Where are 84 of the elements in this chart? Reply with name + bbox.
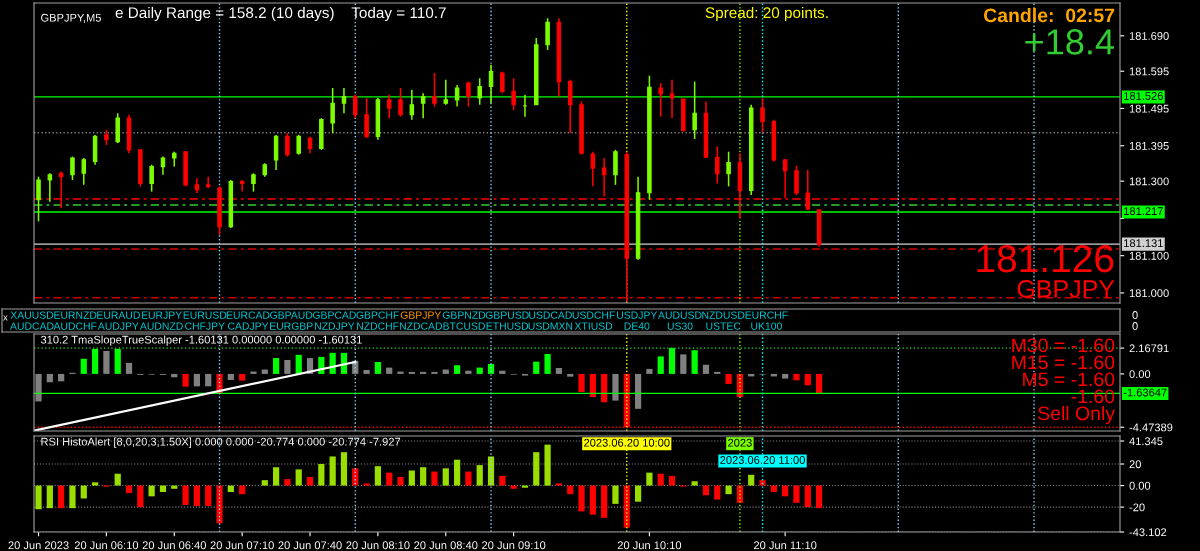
category-label: USDCAD bbox=[529, 311, 572, 319]
y-tick-label: -4.47389 bbox=[1129, 423, 1173, 432]
x-tick-label: 20 Jun 11:10 bbox=[754, 541, 817, 550]
category-label: NZDCHF bbox=[357, 322, 399, 330]
category-label: USTEC bbox=[706, 322, 741, 330]
category-label: GBPAUD bbox=[270, 311, 313, 319]
y-tick-label: 2.16791 bbox=[1129, 344, 1169, 353]
y-tick-label: 181.100 bbox=[1129, 251, 1169, 260]
chart-title: RSI HistoAlert [8,0,20,3,1.50X] 0.000 0.000 -20.774 0.000 -20.774 -7.927 bbox=[41, 437, 401, 448]
category-label: GBPJPY bbox=[400, 311, 442, 319]
category-label: AUDUSD bbox=[658, 311, 702, 319]
annotation: Spread: 20 points. bbox=[705, 6, 828, 22]
category-label: USDJPY bbox=[617, 311, 658, 319]
y-tick-label: 181.595 bbox=[1129, 67, 1169, 76]
annotation: +18.4 bbox=[1025, 29, 1114, 55]
category-label: EURGBP bbox=[270, 322, 313, 330]
category-label: UK100 bbox=[751, 322, 782, 330]
category-label: CHFJPY bbox=[185, 322, 225, 330]
category-label: GBPUSD bbox=[485, 311, 529, 319]
ref-line-label: 181.131 bbox=[1124, 239, 1163, 248]
category-label: NZDCAD bbox=[399, 322, 442, 330]
y-tick-label: 181.495 bbox=[1129, 104, 1169, 113]
x-tick-label: 20 Jun 07:40 bbox=[278, 541, 342, 550]
category-label: EURUSD bbox=[183, 311, 227, 319]
ref-line-label: 181.217 bbox=[1124, 207, 1163, 216]
category-label: AUDCHF bbox=[53, 322, 97, 330]
annotation: M5 = -1.60 bbox=[1023, 372, 1115, 387]
category-label: USDCHF bbox=[572, 311, 615, 319]
category-label: US30 bbox=[667, 322, 693, 330]
category-label: USDMXN bbox=[528, 322, 573, 330]
category-label: XAUUSD bbox=[10, 311, 54, 319]
category-label: EURJPY bbox=[141, 311, 182, 319]
category-label: EURNZD bbox=[54, 311, 97, 319]
x-tick-label: 20 Jun 08:40 bbox=[414, 541, 478, 550]
ref-line-label: 181.526 bbox=[1124, 92, 1163, 100]
y-tick-label: -20 bbox=[1129, 503, 1145, 512]
annotation: e Daily Range = 158.2 (10 days) Today = 110.7 bbox=[115, 6, 446, 22]
category-label: EURCAD bbox=[226, 311, 270, 319]
text: 0 bbox=[1132, 322, 1138, 330]
x-tick-label: 20 Jun 06:40 bbox=[142, 541, 206, 550]
category-label: GBPNZD bbox=[442, 311, 486, 319]
annotation: M15 = -1.60 bbox=[1012, 355, 1115, 370]
category-label: DE40 bbox=[624, 322, 650, 330]
category-label: XTIUSD bbox=[574, 322, 613, 330]
annotation: Sell Only bbox=[1038, 405, 1115, 425]
category-label: AUDCAD bbox=[10, 322, 54, 330]
ref-line-label: 2023 bbox=[728, 438, 752, 447]
ref-line-label: 2023.06.20 11:00 bbox=[720, 456, 805, 464]
category-label: EURCHF bbox=[745, 311, 788, 319]
text: 0 bbox=[1132, 311, 1138, 319]
x-tick-label: 20 Jun 07:10 bbox=[210, 541, 274, 550]
category-label: BTCUSD bbox=[443, 322, 485, 330]
x-tick-label: 20 Jun 2023 bbox=[8, 541, 69, 550]
category-label: NZDUSD bbox=[702, 311, 745, 319]
ref-line-label: -1.63647 bbox=[1123, 388, 1167, 397]
category-label: AUDNZD bbox=[139, 322, 183, 330]
y-tick-label: 181.395 bbox=[1129, 142, 1169, 150]
annotation: 181.126 bbox=[977, 244, 1114, 273]
text: GBPJPY,M5 bbox=[41, 13, 101, 23]
x-tick-label: 20 Jun 09:10 bbox=[482, 541, 546, 550]
text: x bbox=[3, 315, 8, 321]
x-tick-label: 20 Jun 08:10 bbox=[346, 541, 410, 550]
y-tick-label: 181.690 bbox=[1129, 32, 1169, 40]
annotation: Candle: 02:57 bbox=[983, 7, 1115, 23]
category-label: NZDJPY bbox=[315, 322, 355, 330]
category-label: CADJPY bbox=[227, 322, 269, 330]
y-tick-label: 0.00 bbox=[1129, 370, 1151, 379]
y-tick-label: 181.000 bbox=[1129, 289, 1169, 298]
category-label: ETHUSD bbox=[486, 322, 529, 330]
category-label: EURAUD bbox=[97, 311, 140, 319]
annotation: M30 = -1.60 bbox=[1012, 338, 1115, 353]
ref-line-label: 2023.06.20 10:00 bbox=[584, 438, 670, 447]
y-tick-label: 20 bbox=[1129, 460, 1141, 469]
chart-title: 310.2 TmaSlopeTrueScalper -1.60131 0.00000 0.00000 -1.60131 bbox=[40, 335, 362, 346]
category-label: GBPCHF bbox=[356, 311, 399, 319]
annotation: GBPJPY bbox=[1017, 280, 1115, 298]
y-tick-label: 181.300 bbox=[1129, 177, 1169, 186]
category-label: AUDJPY bbox=[97, 322, 139, 330]
y-tick-label: -43.102 bbox=[1129, 528, 1167, 537]
y-tick-label: 0.00 bbox=[1129, 481, 1151, 490]
x-tick-label: 20 Jun 10:10 bbox=[617, 541, 682, 550]
x-tick-label: 20 Jun 06:10 bbox=[74, 541, 139, 550]
y-tick-label: 41.345 bbox=[1129, 437, 1163, 446]
category-label: GBPCAD bbox=[312, 311, 356, 319]
